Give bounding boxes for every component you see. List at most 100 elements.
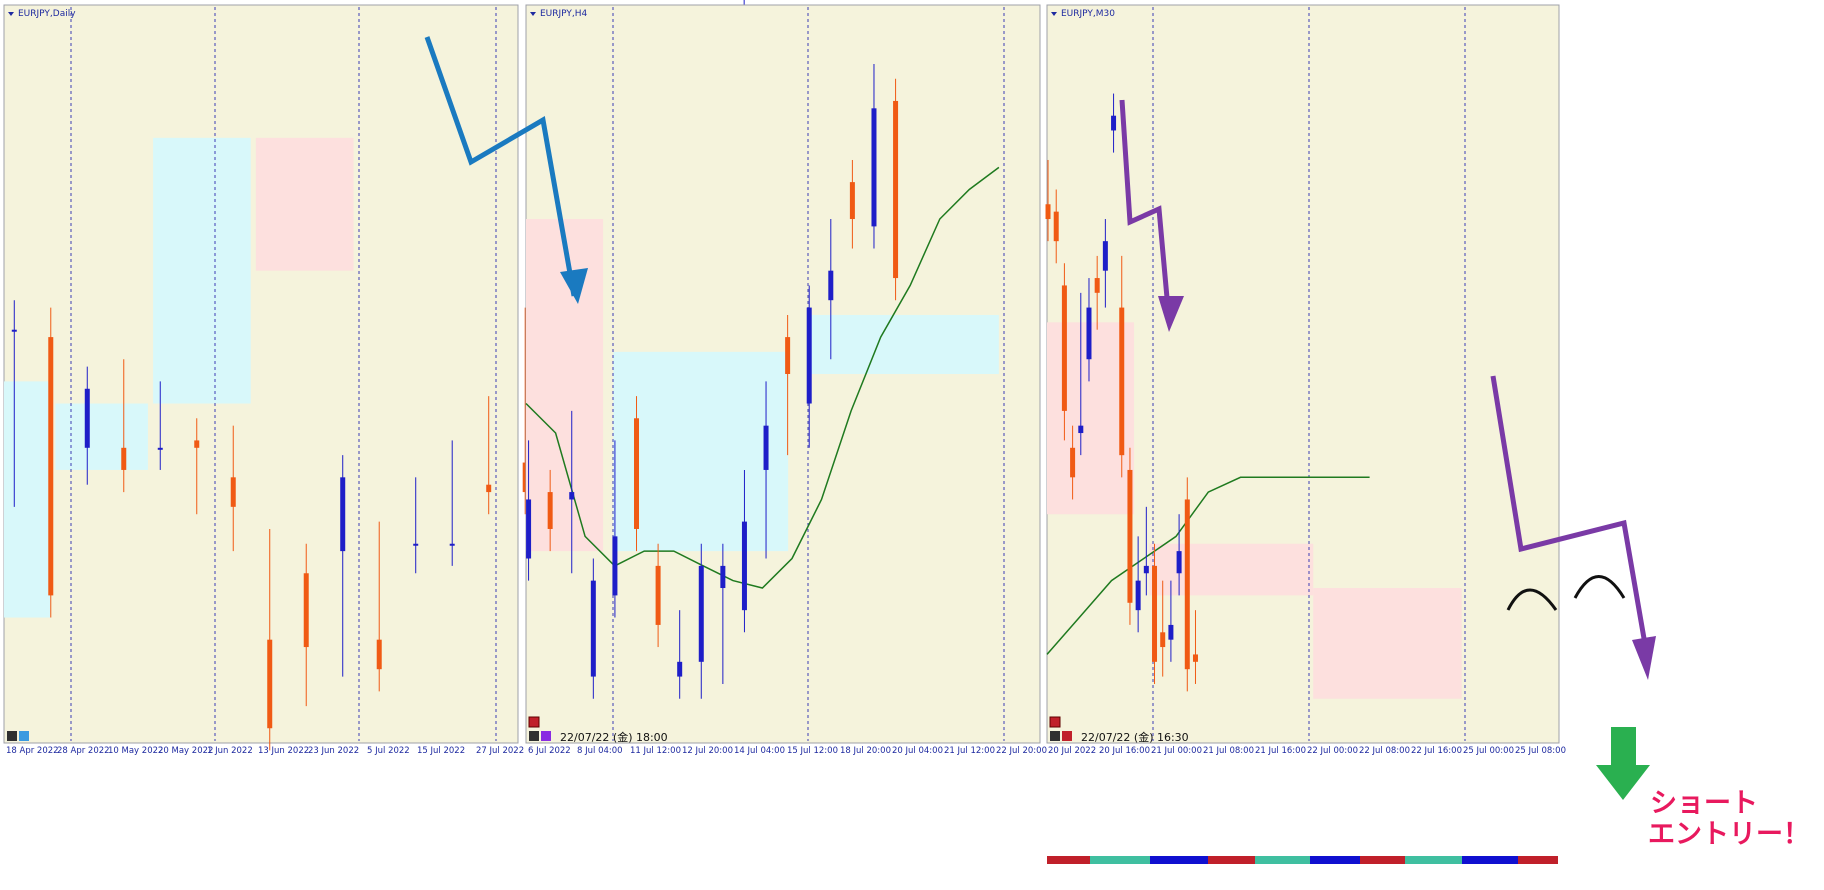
chart-panel-2: EURJPY,H4 22/07/22 (金) 18:00 [525,4,1041,744]
bull-candle [1102,241,1108,271]
session-strip-segment [1360,856,1405,864]
x-tick-label: 21 Jul 08:00 [1203,746,1254,756]
bear-candle [1192,654,1198,662]
bear-candle [486,484,492,493]
x-tick-label: 10 May 2022 [108,746,163,756]
session-strip-segment [1150,856,1208,864]
bear-candle [1119,307,1125,456]
session-strip-segment [1310,856,1360,864]
session-strip-segment [1047,856,1090,864]
bear-candle [634,418,640,529]
bull-candle [11,329,17,332]
bear-candle [849,182,855,220]
x-tick-label: 18 Apr 2022 [6,746,59,756]
trend-arrow-line [1490,375,1649,651]
demand-zone [613,351,789,552]
indicator-icon [1062,731,1072,741]
x-tick-label: 27 Jul 2022 [476,746,524,756]
bear-candle [1070,447,1076,478]
close-icon [528,716,540,728]
bear-candle [1152,565,1158,662]
x-tick-label: 22 Jul 20:00 [996,746,1047,756]
bull-candle [1135,580,1141,611]
bull-candle [741,521,747,611]
x-tick-label: 8 Jul 04:00 [577,746,623,756]
bear-candle [1094,278,1100,293]
bull-candle [1111,115,1117,131]
chevron-down-icon [1051,12,1057,16]
demand-zone [55,403,148,470]
x-tick-label: 20 May 2022 [158,746,213,756]
x-tick-label: 22 Jul 08:00 [1359,746,1410,756]
session-strip-segment [1462,856,1518,864]
entry-annotation-line2: エントリー！ [1648,819,1810,850]
moving-average-line [1046,476,1370,655]
pattern-top-mark [1506,588,1558,611]
x-tick-label: 25 Jul 00:00 [1463,746,1514,756]
trend-arrow-line [424,36,577,297]
bear-candle [267,639,273,729]
x-tick-label: 12 Jul 20:00 [682,746,733,756]
settings-icon [529,731,539,741]
bear-candle [522,462,528,493]
x-tick-label: 23 Jun 2022 [308,746,359,756]
x-tick-label: 20 Jul 16:00 [1099,746,1150,756]
bear-candle [48,337,54,596]
bull-candle [413,543,419,546]
indicator-icon [19,731,29,741]
bull-candle [828,270,834,301]
arrow-head-icon [1632,636,1656,680]
x-tick-label: 11 Jul 12:00 [630,746,681,756]
x-tick-label: 18 Jul 20:00 [840,746,891,756]
bull-candle [1078,425,1084,434]
bear-candle [547,492,553,529]
x-tick-label: 15 Jul 12:00 [787,746,838,756]
panel-title: EURJPY,Daily [18,9,76,19]
entry-annotation-line1: ショート [1650,788,1758,819]
bull-candle [1168,624,1174,640]
x-tick-label: 22 Jul 00:00 [1307,746,1358,756]
supply-zone [255,137,354,271]
x-tick-label: 28 Apr 2022 [57,746,110,756]
bear-candle [303,573,309,648]
bear-candle [1045,204,1051,220]
bear-candle [230,477,236,507]
x-tick-label: 22 Jul 16:00 [1411,746,1462,756]
x-tick-label: 21 Jul 00:00 [1151,746,1202,756]
bull-candle [157,447,163,450]
x-tick-label: 5 Jul 2022 [367,746,410,756]
bear-candle [1061,285,1067,411]
bull-candle [1086,307,1092,360]
bear-candle [655,565,661,625]
demand-zone [153,137,251,404]
x-tick-label: 20 Jul 04:00 [892,746,943,756]
arrow-head-icon [560,268,588,304]
arrow-head-icon [1158,296,1184,332]
panel-timestamp: 22/07/22 (金) 16:30 [1081,730,1189,744]
chart-panel-1: EURJPY,Daily [3,0,820,751]
session-strip-segment [1208,856,1255,864]
chevron-down-icon [8,12,14,16]
session-strip-segment [1090,856,1150,864]
panel-timestamp: 22/07/22 (金) 18:00 [560,730,668,744]
bull-candle [569,492,575,500]
bear-candle [785,337,791,374]
bull-candle [806,307,812,404]
demand-zone [808,314,999,374]
x-tick-label: 14 Jul 04:00 [734,746,785,756]
x-tick-label: 15 Jul 2022 [417,746,465,756]
bull-candle [1176,551,1182,574]
bull-candle [677,661,683,677]
supply-zone [1313,588,1462,699]
bear-candle [121,447,127,470]
close-icon [1049,716,1061,728]
indicator-icon [541,731,551,741]
bull-candle [763,425,769,470]
bear-candle [1127,469,1133,603]
demand-zone [4,381,51,618]
trend-arrow-line [1119,99,1172,321]
x-tick-label: 13 Jun 2022 [258,746,309,756]
session-strip-segment [1405,856,1462,864]
down-arrow-icon [1596,727,1650,800]
bear-candle [1160,632,1166,648]
